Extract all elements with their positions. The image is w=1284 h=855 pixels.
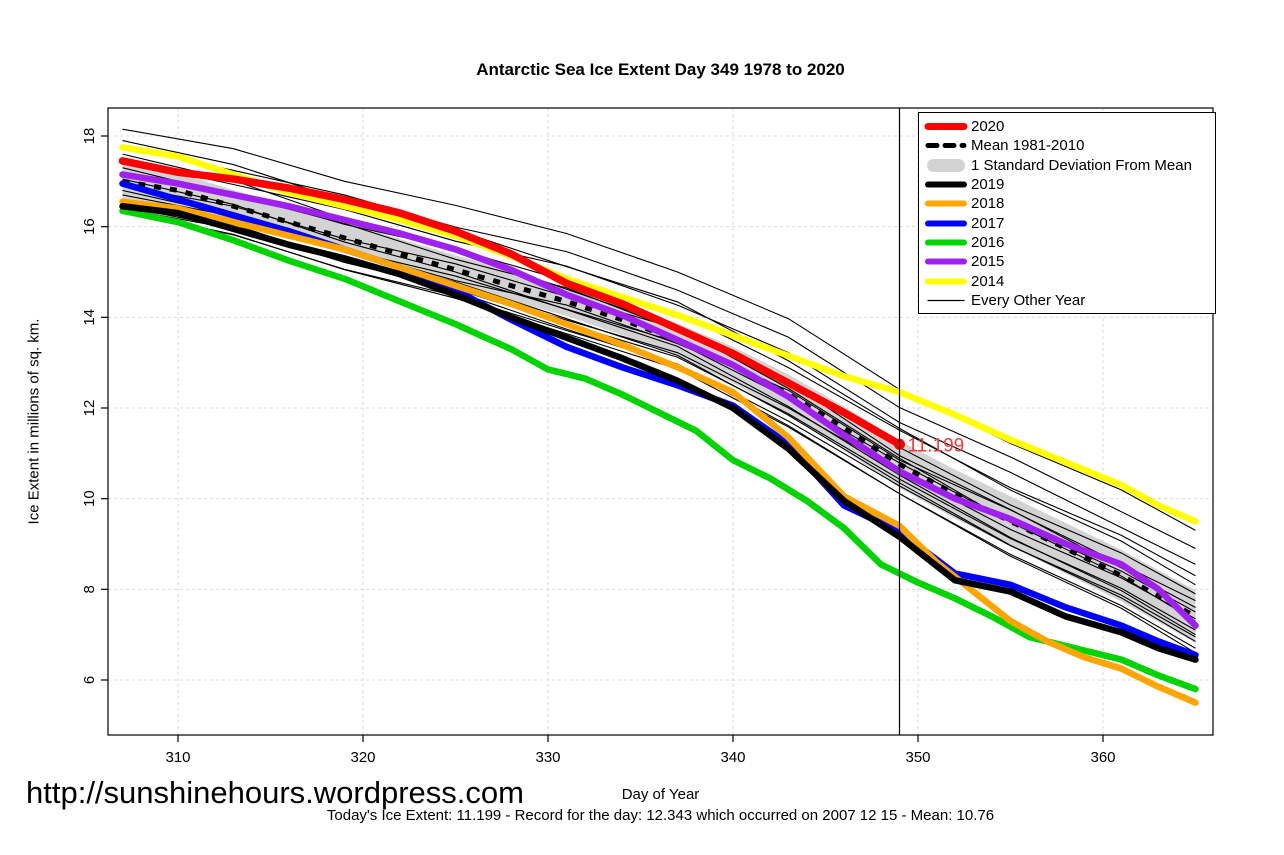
x-tick-label: 350 — [905, 749, 930, 766]
legend-line-swatch — [924, 123, 968, 131]
x-tick-label: 310 — [165, 749, 190, 766]
legend-item-2014: 2014 — [919, 271, 1215, 290]
legend-label: 2016 — [971, 233, 1005, 251]
plot-border — [107, 107, 1214, 736]
legend-label: Mean 1981-2010 — [971, 137, 1085, 155]
legend-line-swatch — [927, 299, 965, 301]
series-line-2020 — [118, 157, 904, 449]
legend-line-swatch — [925, 200, 967, 207]
legend-label: 2014 — [971, 272, 1005, 290]
legend-item-2019: 2019 — [919, 175, 1215, 194]
series-line-2014 — [119, 144, 1199, 525]
every-other-year-line — [122, 146, 1196, 550]
x-tick-label: 330 — [535, 749, 560, 766]
legend-item-every-other-year: Every Other Year — [919, 291, 1215, 310]
legend: 2020 Mean 1981-2010 1 Standard Deviation F… — [918, 112, 1216, 314]
y-tick-label: 18 — [81, 128, 98, 145]
legend-item-mean-1981-2010: Mean 1981-2010 — [919, 136, 1215, 155]
legend-label: 2019 — [971, 176, 1005, 194]
site-url-text[interactable]: http://sunshinehours.wordpress.com — [26, 775, 524, 810]
legend-label: 2015 — [971, 253, 1005, 271]
y-tick-label: 8 — [81, 585, 98, 593]
every-other-year-line — [122, 128, 1196, 531]
y-axis-title: Ice Extent in millions of sq. km. — [25, 318, 43, 525]
current-value-annotation: 11.199 — [908, 435, 965, 456]
legend-item-2016: 2016 — [919, 233, 1215, 252]
y-tick-label: 16 — [81, 218, 98, 235]
footer-caption: Today's Ice Extent: 11.199 - Record for … — [326, 807, 995, 824]
legend-line-swatch — [925, 220, 967, 227]
x-tick-label: 320 — [350, 749, 375, 766]
legend-band-swatch — [927, 158, 965, 172]
legend-label: Every Other Year — [971, 291, 1086, 309]
series-line-2019 — [119, 203, 1199, 663]
chart-title: Antarctic Sea Ice Extent Day 349 1978 to… — [476, 60, 845, 79]
legend-item-2015: 2015 — [919, 252, 1215, 271]
legend-line-swatch — [925, 258, 967, 265]
legend-item-2018: 2018 — [919, 194, 1215, 213]
legend-line-swatch — [925, 143, 967, 149]
every-other-year-line — [122, 160, 1196, 565]
legend-label: 2020 — [971, 118, 1005, 136]
x-axis-title: Day of Year — [621, 786, 700, 803]
legend-line-swatch — [925, 239, 967, 246]
y-tick-label: 12 — [81, 400, 98, 417]
y-tick-label: 10 — [81, 490, 98, 507]
series-line-2016 — [119, 207, 1199, 693]
legend-label: 2017 — [971, 214, 1005, 232]
legend-line-swatch — [925, 181, 967, 188]
series-line-2018 — [119, 198, 1199, 706]
legend-label: 2018 — [971, 195, 1005, 213]
legend-label: 1 Standard Deviation From Mean — [971, 156, 1192, 174]
legend-item-1-standard-deviation-from-mean: 1 Standard Deviation From Mean — [919, 156, 1215, 175]
legend-line-swatch — [925, 278, 967, 285]
x-tick-label: 360 — [1090, 749, 1115, 766]
legend-item-2020: 2020 — [919, 117, 1215, 136]
series-line-2015 — [119, 171, 1199, 629]
legend-item-2017: 2017 — [919, 213, 1215, 232]
y-tick-label: 6 — [81, 676, 98, 684]
x-tick-label: 340 — [720, 749, 745, 766]
y-tick-label: 14 — [81, 309, 98, 326]
